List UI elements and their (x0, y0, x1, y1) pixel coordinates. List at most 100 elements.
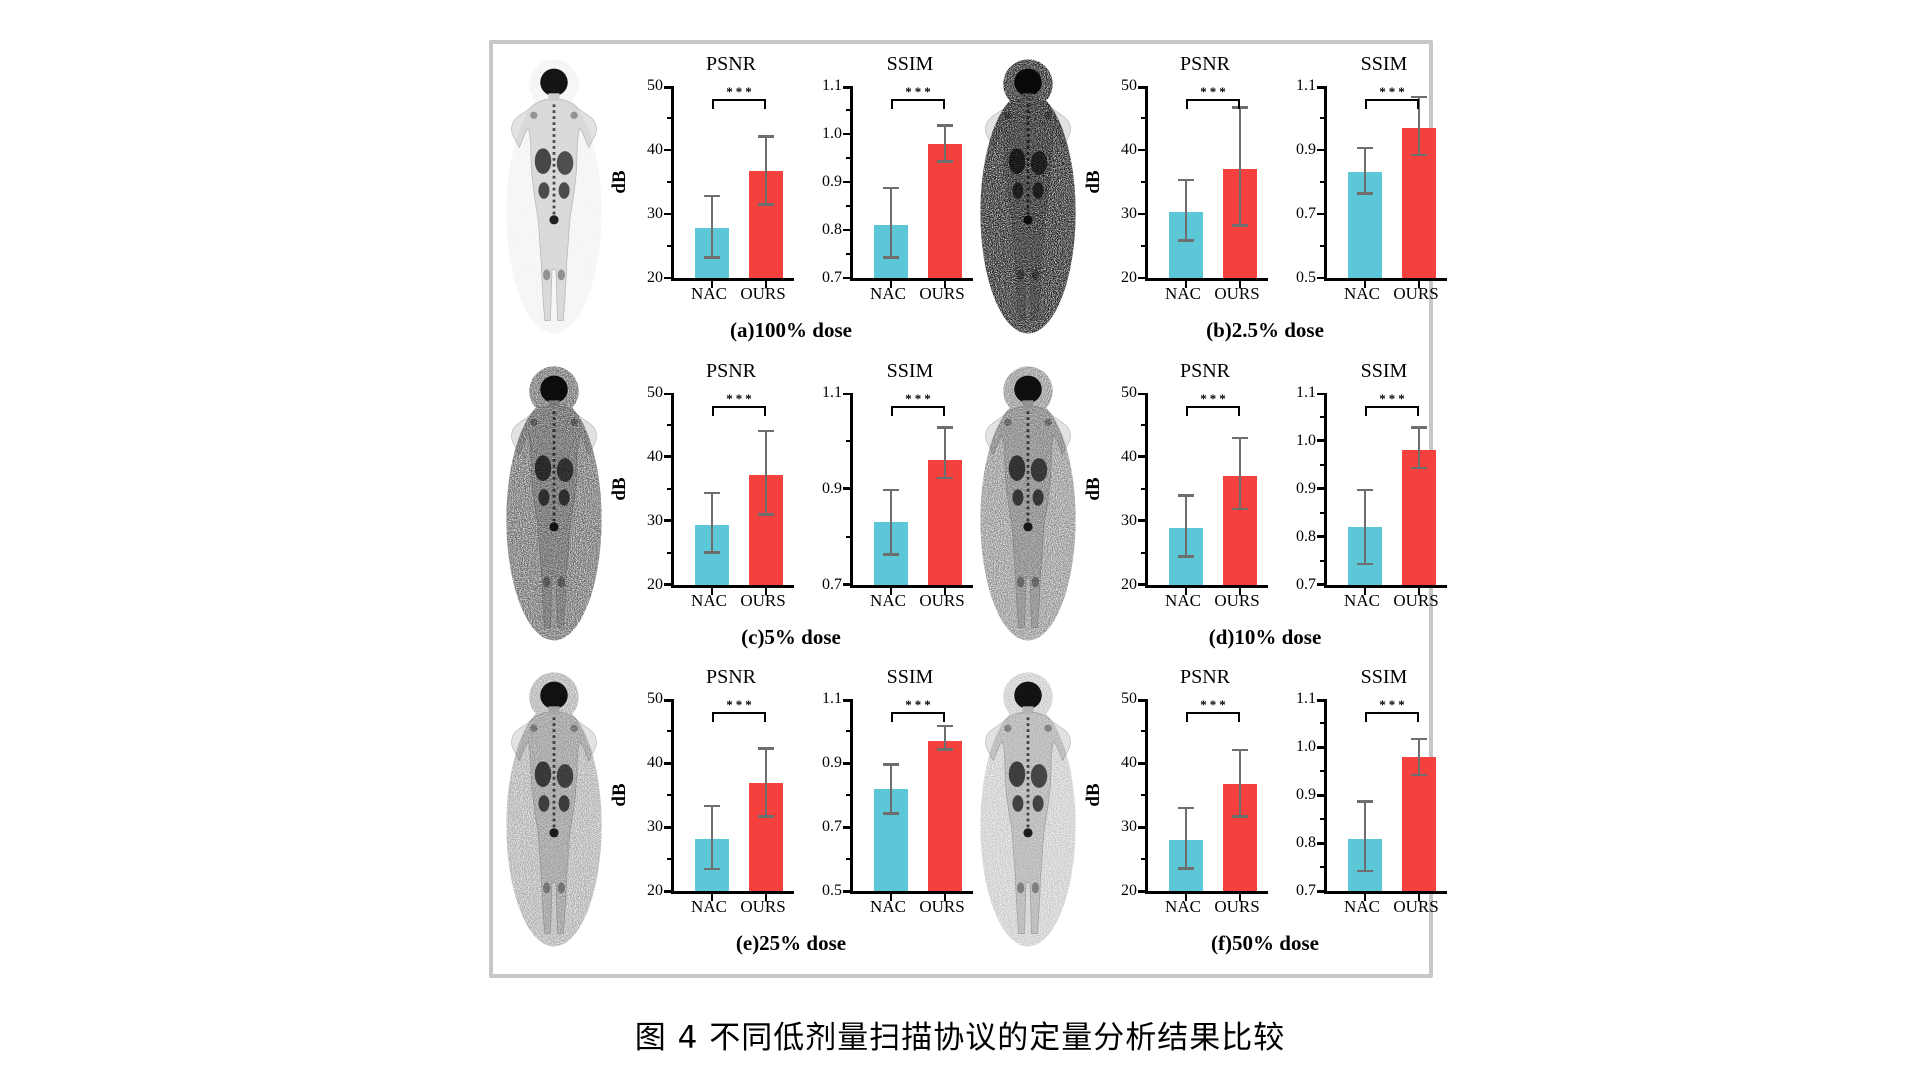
major-tick (1317, 148, 1324, 152)
significance-marks: *** (1200, 84, 1229, 99)
minor-tick (846, 439, 850, 442)
error-bar-line (764, 747, 768, 818)
major-tick (1317, 890, 1324, 893)
error-bar-line (1238, 106, 1242, 227)
ssim-chart-b-x-labels: NAC OURS (1324, 284, 1444, 308)
ssim-chart-b-ytick-label: 0.9 (1296, 141, 1316, 158)
ssim-chart-c-ytick-label: 0.9 (822, 479, 842, 497)
psnr-chart-e-title: PSNR (705, 666, 757, 689)
figure-caption: 图 4 不同低剂量扫描协议的定量分析结果比较 (634, 1020, 1286, 1056)
major-tick (1317, 794, 1324, 797)
group-label-nac: NAC (1344, 284, 1380, 303)
major-tick (843, 228, 850, 232)
major-tick (843, 890, 850, 893)
major-tick (1138, 148, 1145, 152)
group-label-ours: OURS (919, 590, 965, 610)
error-bar-line (710, 491, 714, 554)
error-bar-cap (883, 186, 899, 190)
ssim-chart-c: SSIM 0.7 0.9 1.1 *** NAC OURS (810, 359, 973, 615)
error-bar-cap (1411, 426, 1427, 429)
major-tick (1138, 392, 1145, 396)
ssim-chart-b-ytick-label: 0.7 (1296, 205, 1316, 222)
psnr-chart-b-ytick-label: 30 (1121, 205, 1137, 222)
psnr-chart-e-ytick-label: 50 (647, 690, 663, 708)
pet-body-scan-5pct (499, 361, 609, 645)
minor-tick (667, 245, 671, 247)
psnr-chart-d-ytick-label: 30 (1121, 511, 1137, 529)
minor-tick (667, 117, 671, 119)
significance-marks: *** (726, 84, 755, 99)
error-bar-line (943, 426, 947, 480)
ssim-chart-c-plot-area: *** (843, 392, 973, 595)
panel-a: PSNR dB 20 30 40 50 *** NAC OURS SSIM 0.7 0.8 0.9 1.0… (499, 48, 973, 355)
ssim-chart-f-ytick-label: 0.8 (1296, 834, 1316, 852)
major-tick (1317, 439, 1324, 442)
ssim-chart-e-x-labels: NAC OURS (850, 897, 970, 921)
major-tick (664, 212, 671, 216)
x-axis-tick (889, 281, 893, 288)
x-axis-tick (943, 894, 947, 902)
error-bar-cap (1178, 867, 1194, 870)
psnr-chart-c: PSNR dB 20 30 40 50 *** NAC OURS (609, 359, 794, 615)
ssim-chart-d-ytick-label: 1.1 (1296, 383, 1316, 401)
error-bar-line (1184, 178, 1188, 242)
significance-bracket (891, 405, 945, 416)
panel-f: PSNR dB 20 30 40 50 *** NAC OURS SSIM 0.7 0.8 0.9 1.0… (973, 661, 1447, 968)
error-bar-cap (1232, 507, 1248, 511)
major-tick (1138, 890, 1145, 893)
x-axis-tick (764, 587, 768, 595)
major-tick (843, 392, 850, 396)
x-axis-tick (1417, 587, 1421, 595)
error-bar-cap (1357, 146, 1373, 150)
group-label-nac: NAC (1165, 897, 1201, 917)
ssim-chart-b-ytick-label: 0.5 (1296, 269, 1316, 286)
psnr-chart-d-ytick-label: 50 (1121, 383, 1137, 401)
panel-caption-e: (e)25% dose (735, 931, 847, 956)
x-axis-tick (710, 281, 714, 288)
group-label-ours: OURS (740, 897, 786, 917)
major-tick (664, 762, 671, 765)
psnr-chart-e-plot-area: *** (664, 698, 794, 902)
error-bar-line (710, 804, 714, 871)
ssim-chart-b-title: SSIM (1360, 53, 1408, 75)
error-bar-line (710, 194, 714, 259)
error-bar-line (764, 429, 768, 516)
ssim-chart-b: SSIM 0.5 0.7 0.9 1.1 *** NAC OURS (1284, 52, 1447, 308)
error-bar-line (943, 124, 947, 163)
minor-tick (1141, 181, 1145, 183)
psnr-chart-e: PSNR dB 20 30 40 50 *** NAC OURS (609, 665, 794, 921)
figure-panel-grid: PSNR dB 20 30 40 50 *** NAC OURS SSIM 0.7 0.8 0.9 1.0… (493, 44, 1447, 974)
significance-bracket (712, 712, 766, 723)
psnr-chart-f-ytick-label: 40 (1121, 754, 1137, 772)
error-bar-cap (704, 194, 720, 198)
x-axis-tick (1417, 894, 1421, 902)
major-tick (1317, 842, 1324, 845)
ssim-chart-c-x-labels: NAC OURS (850, 591, 970, 615)
error-bar-cap (704, 256, 720, 259)
error-bar-cap (758, 203, 774, 206)
major-tick (664, 890, 671, 893)
error-bar-line (943, 724, 947, 751)
error-bar-cap (1357, 192, 1373, 195)
x-axis-tick (1184, 587, 1188, 595)
error-bar-cap (704, 551, 720, 554)
psnr-chart-c-x-labels: NAC OURS (671, 591, 791, 615)
minor-tick (1320, 181, 1324, 183)
error-bar-cap (1357, 869, 1373, 873)
group-label-nac: NAC (691, 590, 727, 610)
psnr-chart-b-x-labels: NAC OURS (1145, 284, 1265, 308)
minor-tick (846, 109, 850, 111)
major-tick (664, 455, 671, 458)
psnr-chart-f-title: PSNR (1179, 666, 1231, 689)
major-tick (843, 699, 850, 702)
group-label-ours: OURS (1214, 284, 1260, 303)
ssim-chart-e: SSIM 0.5 0.7 0.9 1.1 *** NAC OURS (810, 665, 973, 921)
psnr-chart-c-ytick-label: 20 (647, 575, 663, 593)
bar-ours-ssim-chart-f (1402, 756, 1436, 892)
psnr-chart-c-ylabel: dB (609, 477, 630, 501)
psnr-chart-f: PSNR dB 20 30 40 50 *** NAC OURS (1083, 665, 1268, 921)
minor-tick (1141, 423, 1145, 426)
minor-tick (1141, 794, 1145, 797)
x-axis-tick (1184, 281, 1188, 288)
error-bar-line (889, 763, 893, 815)
